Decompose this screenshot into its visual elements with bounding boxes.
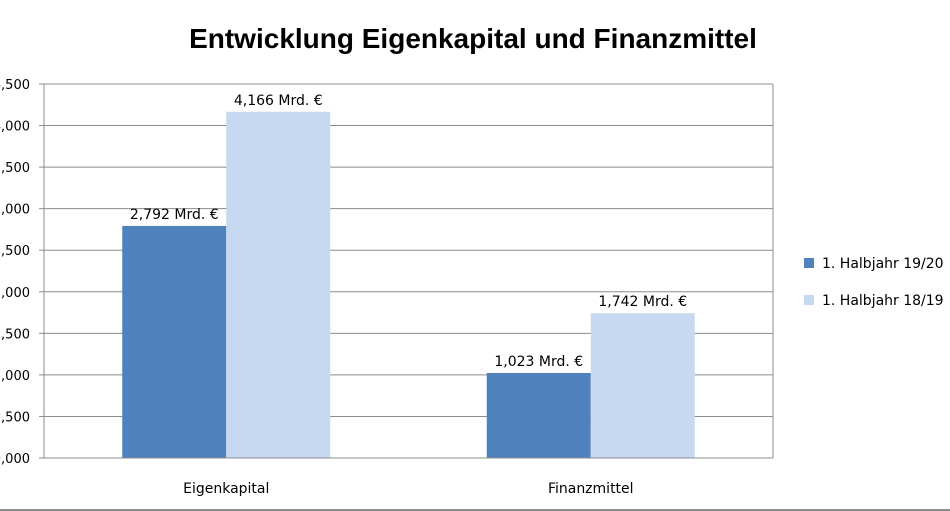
data-label: 1,742 Mrd. € xyxy=(598,294,687,310)
y-tick-label: 0,500 xyxy=(0,410,30,425)
y-tick-label: 3,000 xyxy=(0,203,30,218)
bar xyxy=(226,111,331,459)
legend-swatch xyxy=(804,295,814,305)
y-tick-label: 1,000 xyxy=(0,369,30,384)
x-category-label: Eigenkapital xyxy=(183,481,269,497)
y-tick-label: 2,000 xyxy=(0,286,30,301)
y-tick-label: 2,500 xyxy=(0,244,30,259)
y-tick-label: 4,000 xyxy=(0,120,30,135)
x-axis: Eigenkapital Finanzmittel xyxy=(44,457,773,497)
x-category-label: Finanzmittel xyxy=(548,481,634,497)
bar xyxy=(486,372,591,458)
legend-label: 1. Halbjahr 18/19 xyxy=(822,293,944,309)
y-tick-label: 0,000 xyxy=(0,452,30,467)
y-tick-label: 3,500 xyxy=(0,161,30,176)
data-label: 4,166 Mrd. € xyxy=(234,93,323,109)
bars: 2,792 Mrd. € 4,166 Mrd. € 1,023 Mrd. € 1,74… xyxy=(122,93,695,459)
legend: 1. Halbjahr 19/20 1. Halbjahr 18/19 xyxy=(804,256,944,309)
data-label: 1,023 Mrd. € xyxy=(494,354,583,370)
chart-title: Entwicklung Eigenkapital und Finanzmitte… xyxy=(189,23,757,54)
y-tick-label: 1,500 xyxy=(0,327,30,342)
y-tick-label: 4,500 xyxy=(0,78,30,93)
data-label: 2,792 Mrd. € xyxy=(130,207,219,223)
y-axis: 0,000 0,500 1,000 1,500 2,000 2,500 3,000 3,500… xyxy=(0,78,774,467)
bar xyxy=(590,313,695,458)
bar xyxy=(122,225,227,458)
legend-swatch xyxy=(804,258,814,268)
legend-label: 1. Halbjahr 19/20 xyxy=(822,256,944,272)
